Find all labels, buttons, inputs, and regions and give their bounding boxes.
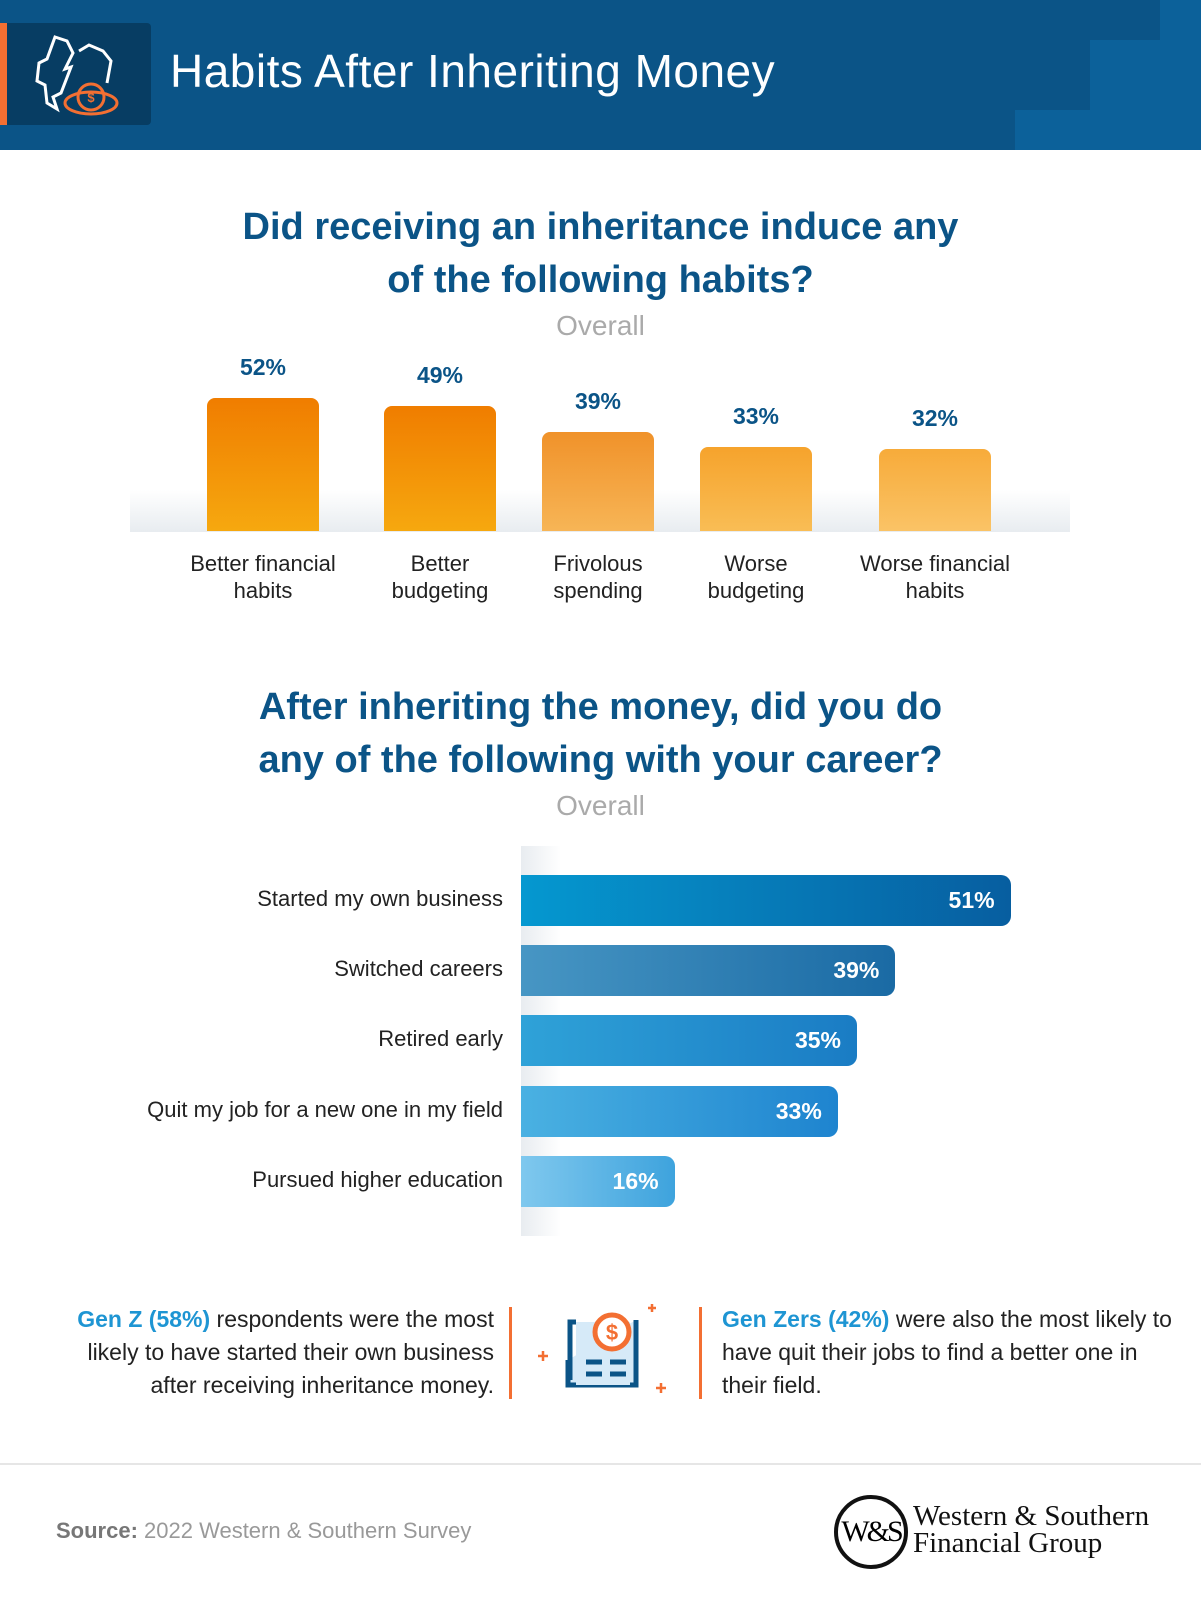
chart2-subtitle: Overall — [556, 790, 645, 821]
svg-text:$: $ — [87, 90, 95, 105]
bar-with-data-label: 33% — [521, 1086, 838, 1137]
logo-line2: Financial Group — [913, 1527, 1103, 1559]
footer-divider — [0, 1463, 1201, 1465]
category-label: Worse financial habits — [850, 550, 1020, 604]
logo-line1: Western & Southern — [913, 1500, 1150, 1532]
bar-with-data-label: 35% — [521, 1015, 857, 1066]
category-label: Started my own business — [257, 886, 503, 911]
chart1-subtitle: Overall — [556, 310, 645, 341]
broken-piggy-bank-coins-icon: $ — [35, 35, 119, 116]
data-label: 32% — [911, 405, 959, 432]
category-label: Frivolous spending — [513, 550, 683, 604]
receipt-dollar-icon: $ — [538, 1304, 666, 1393]
note-right-text: were also the most likely to have quit t… — [722, 1306, 1172, 1398]
source-text: 2022 Western & Southern Survey — [137, 1518, 472, 1543]
header: $ Habits After Inheriting Money — [0, 0, 1201, 150]
chart2-title-line1: After inheriting the money, did you do — [258, 686, 943, 728]
category-label: Better budgeting — [355, 550, 525, 604]
note-right-highlight: Gen Zers (42%) — [722, 1306, 890, 1332]
category-label: Better financial habits — [178, 550, 348, 604]
svg-text:$: $ — [606, 1320, 618, 1345]
category-label: Worse budgeting — [671, 550, 841, 604]
category-label-line: Frivolous — [553, 551, 643, 576]
header-icon-box: $ — [0, 23, 151, 125]
category-label: Pursued higher education — [252, 1167, 503, 1192]
category-label-line: Better financial — [190, 551, 336, 576]
bar — [384, 406, 496, 531]
chart1-title-line2: of the following habits? — [387, 259, 814, 301]
category-label-line: Worse financial — [860, 551, 1010, 576]
category-label-line: habits — [905, 578, 965, 603]
note-right: Gen Zers (42%) were also the most likely… — [722, 1303, 1182, 1402]
bar-with-data-label: 51% — [521, 875, 1011, 926]
chart1-title-line1: Did receiving an inheritance induce any — [242, 206, 959, 248]
note-left: Gen Z (58%) respondents were the most li… — [40, 1303, 494, 1402]
bar — [879, 449, 991, 531]
divider-right — [699, 1307, 702, 1399]
category-label: Switched careers — [334, 956, 503, 981]
data-label: 49% — [416, 362, 464, 389]
source-label: Source: — [56, 1518, 138, 1543]
note-left-text: respondents were the most likely to have… — [87, 1306, 494, 1398]
chart2-title-line2: any of the following with your career? — [258, 739, 943, 781]
bar-with-data-label: 16% — [521, 1156, 675, 1207]
page-title: Habits After Inheriting Money — [170, 45, 776, 97]
bar — [542, 431, 654, 531]
bar — [700, 446, 812, 531]
note-left-highlight: Gen Z (58%) — [77, 1306, 211, 1332]
category-label: Retired early — [378, 1026, 503, 1051]
category-label-line: habits — [233, 578, 293, 603]
category-label-line: budgeting — [391, 578, 489, 603]
company-logo-text: Western & Southern Financial Group — [913, 1500, 1150, 1559]
category-label-line: spending — [553, 578, 643, 603]
category-label-line: Worse — [724, 551, 788, 576]
bar — [207, 398, 319, 531]
category-label-line: budgeting — [707, 578, 805, 603]
header-decoration — [1090, 40, 1201, 150]
company-logo-mark: W&S — [834, 1495, 908, 1569]
divider-left — [509, 1307, 512, 1399]
data-label: 52% — [239, 354, 287, 381]
data-label: 33% — [732, 402, 780, 429]
data-label: 39% — [574, 387, 622, 414]
category-label-line: Better — [410, 551, 470, 576]
category-label: Quit my job for a new one in my field — [147, 1097, 503, 1122]
header-decoration — [1160, 0, 1201, 40]
source: Source: 2022 Western & Southern Survey — [56, 1518, 471, 1544]
bar-with-data-label: 39% — [521, 945, 896, 996]
header-decoration — [1015, 110, 1090, 150]
